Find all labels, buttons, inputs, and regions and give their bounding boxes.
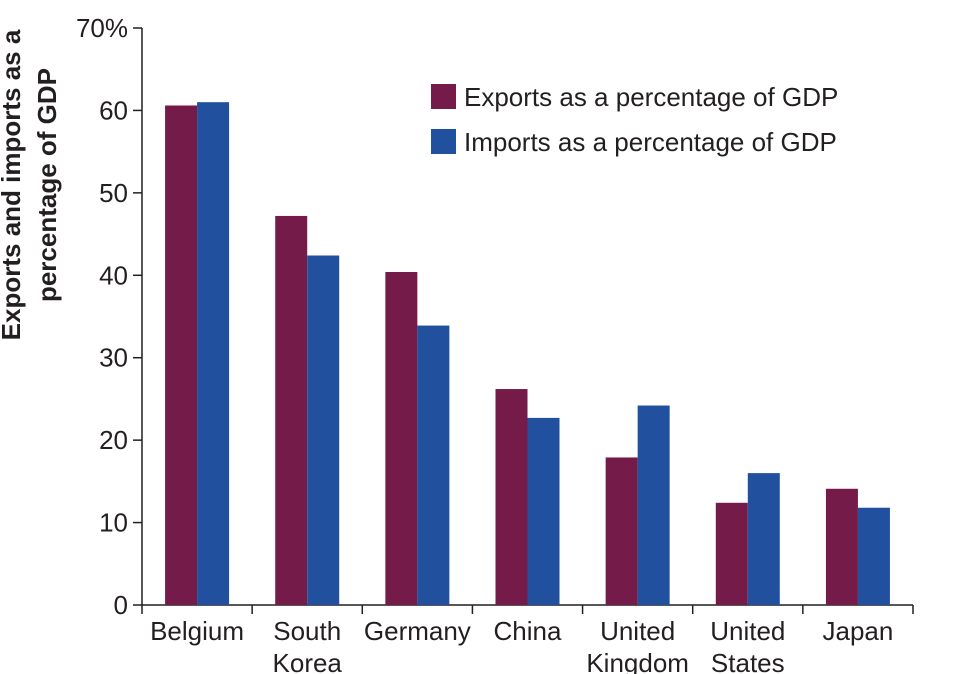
legend-label: Imports as a percentage of GDP (464, 127, 837, 157)
exports-bar (165, 105, 198, 606)
imports-bar (527, 417, 560, 605)
x-tick-label: Germany (364, 616, 471, 646)
imports-bar (197, 102, 230, 605)
exports-bar (605, 457, 638, 605)
imports-bar (417, 325, 450, 605)
legend-swatch (431, 129, 456, 154)
bars (165, 102, 890, 606)
exports-bar (275, 215, 308, 606)
y-tick-label: 40 (99, 260, 128, 290)
y-axis-label-line: Exports and imports as a (0, 29, 26, 340)
legend-label: Exports as a percentage of GDP (464, 82, 838, 112)
y-axis-label-line: percentage of GDP (32, 68, 62, 302)
x-tick-label: United (600, 616, 675, 646)
x-tick-label: Japan (823, 616, 894, 646)
y-tick-label: 10 (99, 508, 128, 538)
imports-bar (307, 255, 340, 605)
x-tick-label: South (273, 616, 341, 646)
y-tick-label: 70% (76, 13, 128, 43)
legend: Exports as a percentage of GDP Imports as… (431, 82, 838, 157)
y-tick-label: 20 (99, 425, 128, 455)
x-tick-label: Kingdom (586, 648, 689, 674)
imports-bar (857, 507, 890, 605)
y-tick-label: 60 (99, 95, 128, 125)
y-tick-label: 50 (99, 178, 128, 208)
exports-bar (715, 502, 748, 605)
y-tick-label: 0 (114, 590, 128, 620)
exports-bar (385, 271, 418, 605)
imports-bar (637, 405, 670, 605)
x-tick-label: China (494, 616, 562, 646)
legend-swatch (431, 84, 456, 109)
x-tick-label: United (710, 616, 785, 646)
x-tick-label: Korea (273, 648, 343, 674)
y-tick-label: 30 (99, 343, 128, 373)
x-tick-label: Belgium (150, 616, 244, 646)
x-tick-label: States (711, 648, 785, 674)
imports-bar (747, 473, 780, 605)
exports-bar (825, 488, 858, 605)
exports-bar (495, 389, 528, 605)
y-axis: 0 10 20 30 40 50 60 70% (76, 13, 143, 620)
